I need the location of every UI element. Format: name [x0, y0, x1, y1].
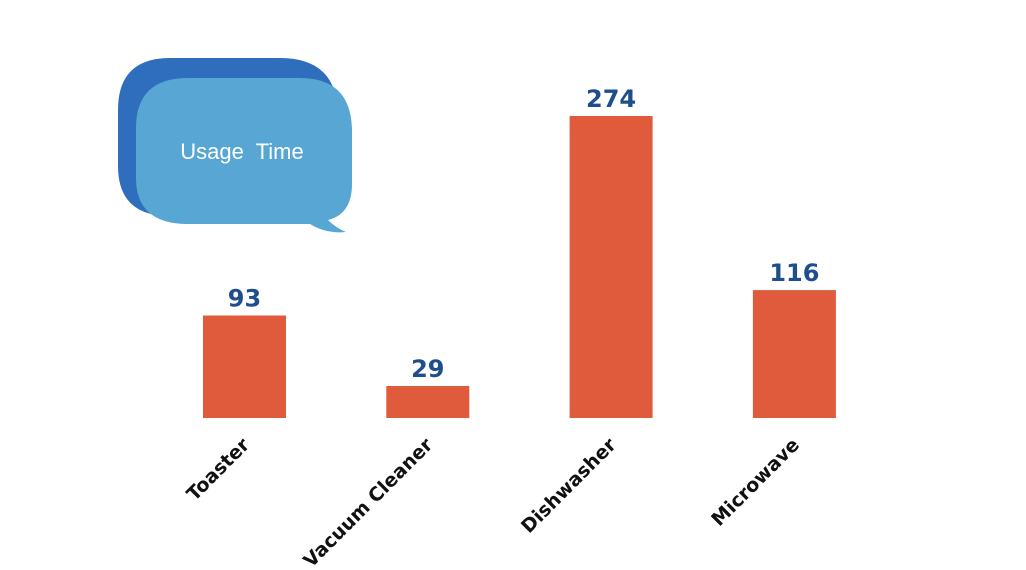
- bar-microwave: [752, 290, 836, 418]
- value-label-microwave: 116: [769, 259, 819, 287]
- bar-dishwasher: [569, 116, 653, 418]
- category-label-toaster: Toaster: [183, 434, 255, 506]
- category-label-vacuum-cleaner: Vacuum Cleaner: [299, 434, 437, 570]
- category-label-microwave: Microwave: [707, 434, 804, 531]
- value-label-dishwasher: 274: [586, 85, 636, 113]
- category-label-dishwasher: Dishwasher: [517, 434, 621, 538]
- bar-vacuum-cleaner: [386, 386, 470, 418]
- bar-toaster: [203, 315, 286, 418]
- callout-text: Usage Time: [180, 139, 304, 164]
- value-label-toaster: 93: [228, 285, 261, 313]
- speech-bubble-body: [136, 78, 352, 233]
- value-label-vacuum-cleaner: 29: [411, 355, 444, 383]
- category-labels-group: Toaster Vacuum Cleaner Dishwasher Microwave: [183, 434, 804, 570]
- speech-bubble: Usage Time: [118, 58, 352, 233]
- bars-group: [203, 116, 836, 418]
- value-labels-group: 93 29 274 116: [228, 85, 820, 383]
